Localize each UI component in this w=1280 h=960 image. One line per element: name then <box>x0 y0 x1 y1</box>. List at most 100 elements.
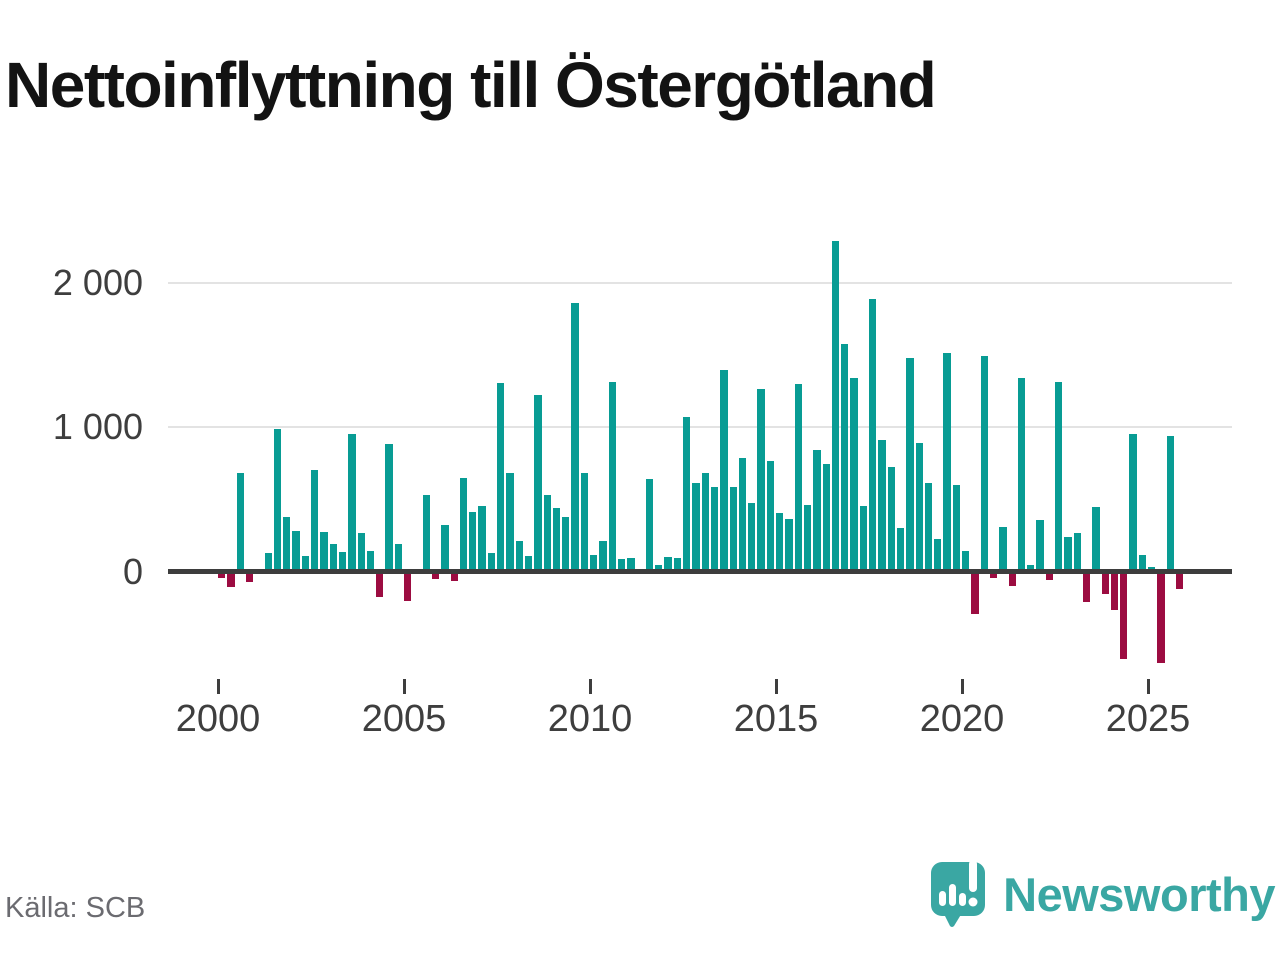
bar <box>887 467 895 572</box>
bar <box>906 358 914 572</box>
bar <box>748 503 756 572</box>
bar <box>431 571 440 580</box>
bar <box>841 344 849 572</box>
bar <box>1092 506 1100 572</box>
x-axis-tick <box>216 679 220 694</box>
x-axis-tick <box>588 679 592 694</box>
bar <box>720 370 728 572</box>
bar <box>617 558 626 572</box>
bar <box>338 551 347 572</box>
bar <box>590 554 598 572</box>
bar <box>580 473 589 572</box>
bar <box>655 564 663 572</box>
bar <box>794 383 802 572</box>
bar <box>245 571 254 583</box>
bar <box>1129 433 1137 572</box>
bar <box>692 483 700 572</box>
bar <box>441 525 449 572</box>
bar <box>943 353 951 572</box>
bar <box>729 487 737 572</box>
bar <box>989 571 998 579</box>
bar <box>273 429 282 572</box>
bar <box>1027 564 1035 572</box>
x-axis-tick <box>402 679 406 694</box>
bar <box>1017 377 1026 572</box>
bar <box>850 377 858 572</box>
bar <box>803 505 812 572</box>
bar <box>376 571 384 597</box>
bar <box>571 303 579 572</box>
x-axis-label: 2000 <box>175 698 261 740</box>
bar <box>311 470 319 572</box>
bar <box>627 557 635 572</box>
bar <box>813 450 821 572</box>
bar <box>952 485 961 572</box>
bar <box>1008 571 1016 587</box>
bar <box>1101 571 1109 595</box>
x-axis-label: 2015 <box>733 698 819 740</box>
x-axis-tick <box>774 679 778 694</box>
bar <box>785 518 793 572</box>
bar <box>348 433 356 572</box>
bar <box>422 494 430 572</box>
y-axis-label: 1 000 <box>52 406 143 447</box>
x-axis-tick <box>1146 679 1150 694</box>
bar <box>683 416 691 572</box>
bar <box>869 299 877 572</box>
x-axis-tick <box>960 679 964 694</box>
bar <box>487 552 496 572</box>
x-axis-label: 2005 <box>361 698 447 740</box>
bar <box>552 507 561 572</box>
bar <box>1110 571 1119 611</box>
bar <box>236 472 244 572</box>
bar <box>710 487 719 572</box>
x-axis-label: 2010 <box>547 698 633 740</box>
bar <box>320 531 328 572</box>
bar <box>469 511 477 572</box>
bar <box>366 551 375 572</box>
bar <box>822 464 830 572</box>
bar <box>673 557 682 572</box>
bar <box>878 440 886 572</box>
bar <box>1138 554 1147 572</box>
bar <box>459 478 468 572</box>
bar <box>1045 571 1054 581</box>
gridline <box>168 426 1232 428</box>
bar <box>831 240 840 572</box>
bar <box>497 382 505 572</box>
bar <box>1157 571 1165 663</box>
bar <box>1036 519 1044 572</box>
bar <box>971 571 979 615</box>
bar <box>543 494 551 572</box>
bar <box>534 394 542 572</box>
bar <box>1073 532 1081 572</box>
newsworthy-logo-icon <box>931 860 986 927</box>
bar <box>394 544 403 572</box>
bar <box>283 517 291 572</box>
x-axis-line <box>168 569 1232 574</box>
bar <box>450 571 458 582</box>
bar <box>515 540 523 572</box>
bar <box>292 530 300 572</box>
bar <box>776 512 784 572</box>
bar <box>1166 435 1174 572</box>
bar <box>1120 571 1128 659</box>
bar <box>404 571 412 602</box>
bar <box>599 540 607 572</box>
bar <box>608 381 616 572</box>
bar <box>264 552 272 572</box>
brand: Newsworthy <box>929 860 1275 928</box>
bar <box>301 555 310 572</box>
bar <box>357 533 365 572</box>
bar <box>1055 381 1063 572</box>
bar <box>962 550 970 572</box>
bar <box>1082 571 1091 603</box>
bar <box>738 458 747 572</box>
source-note: Källa: SCB <box>5 892 146 924</box>
bar <box>645 479 654 572</box>
x-axis-label: 2020 <box>919 698 1005 740</box>
bar <box>915 443 923 572</box>
bar <box>478 506 486 572</box>
brand-name: Newsworthy <box>1003 867 1275 921</box>
